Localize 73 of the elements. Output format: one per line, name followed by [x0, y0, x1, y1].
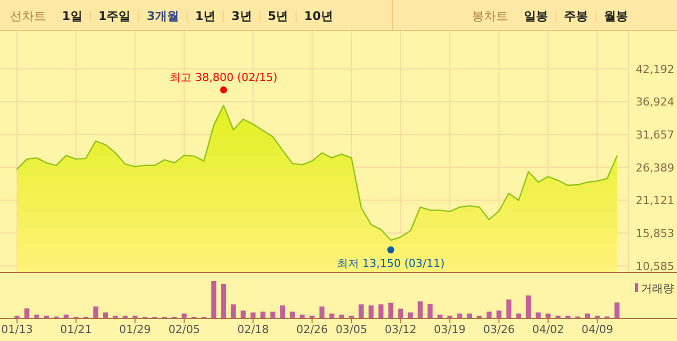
bar: [486, 312, 492, 318]
legend-label: 거래량: [641, 282, 674, 295]
text: 주봉: [564, 9, 588, 23]
bar: [457, 314, 462, 318]
x-tick-label: 02/18: [237, 323, 269, 336]
bar: [250, 312, 256, 318]
bar: [280, 305, 286, 318]
bar: [329, 314, 334, 318]
bar: [24, 308, 30, 318]
bar: [584, 314, 590, 318]
bar: [221, 284, 226, 318]
bar: [290, 312, 295, 318]
bar: [526, 295, 531, 318]
x-tick-label: 01/13: [1, 323, 33, 336]
bar: [408, 312, 413, 318]
bar: [93, 306, 98, 318]
bar: [546, 314, 551, 318]
x-tick-label: 01/21: [60, 323, 92, 336]
bar: [358, 304, 364, 318]
x-tick-label: 02/05: [168, 323, 200, 336]
text: 선차트: [10, 9, 46, 23]
y-tick-label: 10,585: [636, 260, 674, 273]
x-tick-label: 02/26: [296, 323, 328, 336]
text: 1주일: [98, 9, 131, 23]
bar: [368, 305, 374, 318]
bar: [614, 302, 620, 318]
text: 10년: [304, 9, 333, 23]
y-tick-label: 31,657: [636, 128, 674, 142]
bar: [536, 312, 541, 318]
bar: [398, 308, 404, 318]
y-tick-label: 26,389: [636, 161, 674, 174]
bar: [64, 314, 69, 318]
text: 3개월: [146, 9, 180, 23]
x-tick-label: 03/12: [384, 323, 416, 336]
text: 월봉: [604, 9, 628, 23]
bar: [428, 304, 433, 318]
bar: [260, 312, 266, 318]
bar: [388, 302, 394, 318]
bar: [300, 314, 305, 318]
bar: [339, 314, 344, 318]
bar: [466, 314, 472, 318]
text: 1일: [62, 9, 82, 23]
x-tick-label: 01/29: [119, 323, 151, 336]
text: 1년: [195, 9, 216, 23]
bar: [378, 304, 384, 318]
y-tick-label: 21,121: [636, 194, 674, 208]
bar: [182, 314, 187, 318]
x-tick-label: 03/05: [336, 323, 368, 336]
bar: [418, 301, 423, 318]
bar: [34, 314, 40, 318]
bar: [103, 312, 108, 318]
x-tick-label: 04/02: [532, 323, 564, 336]
x-tick-label: 04/09: [581, 323, 614, 336]
bar: [211, 281, 216, 318]
text: 일봉: [524, 9, 548, 23]
bar: [319, 306, 324, 318]
y-tick-label: 15,853: [636, 227, 674, 240]
text: 3년: [231, 9, 252, 23]
bar: [506, 300, 512, 318]
annotation: 최저 13,150 (03/11): [336, 256, 445, 270]
y-tick-label: 36,924: [636, 96, 674, 109]
annotation: 최고 38,800 (02/15): [170, 70, 278, 84]
bar: [240, 310, 246, 318]
x-tick-label: 03/19: [434, 323, 466, 336]
bar: [437, 314, 442, 318]
bar: [496, 310, 502, 318]
text: 봉차트: [472, 9, 508, 23]
bar: [230, 304, 236, 318]
x-tick-label: 03/26: [483, 323, 515, 336]
bar: [270, 312, 276, 318]
y-tick-label: 42,192: [636, 62, 674, 76]
bar: [516, 314, 522, 318]
text: 5년: [268, 9, 288, 23]
